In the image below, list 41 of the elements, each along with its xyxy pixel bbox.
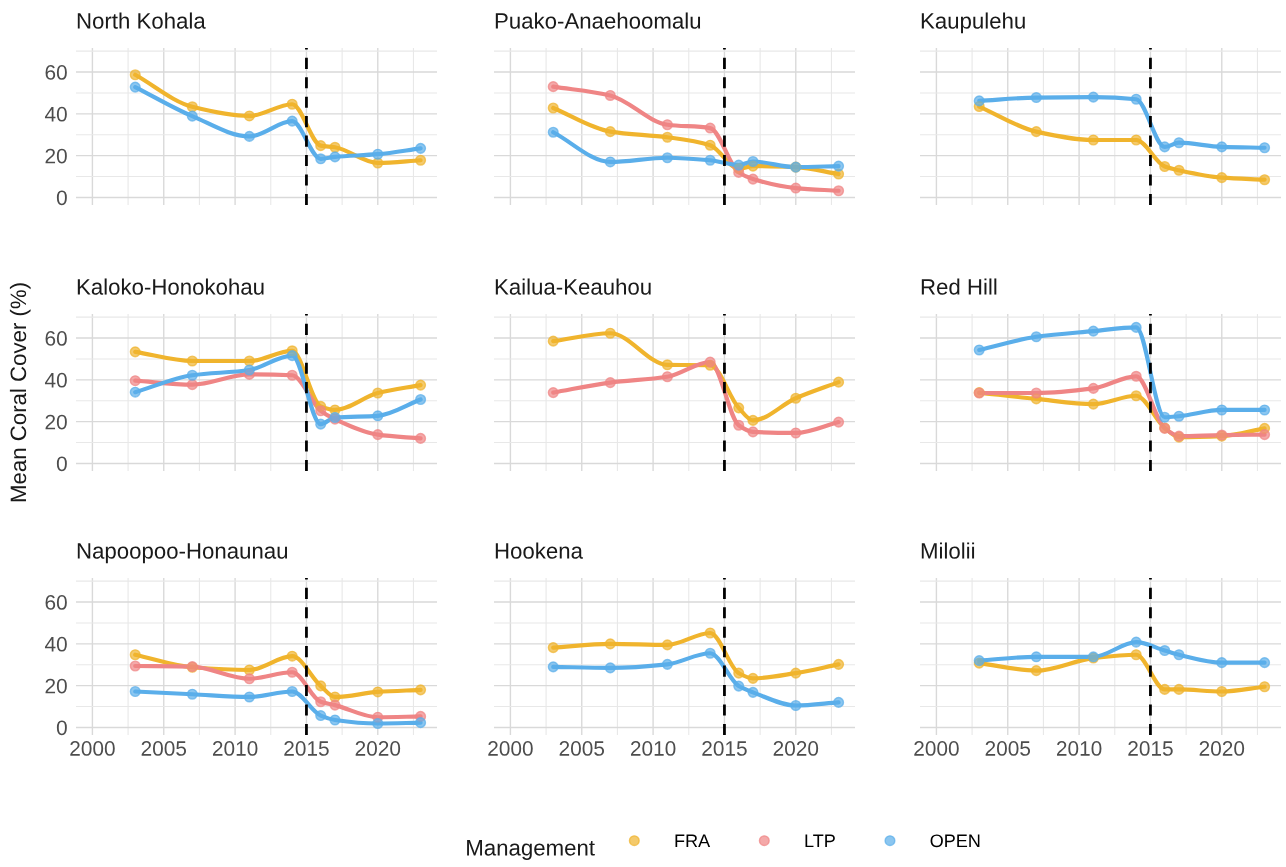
y-tick-label: 40	[44, 372, 67, 388]
chart-title: Puako-Anaehoomalu	[495, 12, 701, 29]
x-tick-label: 2005	[559, 741, 605, 756]
chart-title: Red Hill	[921, 278, 997, 295]
legend-label: FRA	[675, 834, 711, 847]
x-tick-label: 2015	[1128, 741, 1173, 756]
y-tick-label: 60	[45, 331, 67, 346]
chart-title: North Kohala	[77, 12, 206, 29]
x-tick-label: 2015	[702, 741, 747, 756]
y-axis-title: Mean Coral Cover (%)	[9, 283, 31, 502]
x-tick-label: 2005	[985, 741, 1031, 756]
x-tick-label: 2010	[1056, 741, 1102, 756]
chart-title: Napoopoo-Honaunau	[77, 543, 288, 564]
y-tick-label: 60	[45, 595, 67, 610]
y-tick-label: 0	[56, 720, 67, 736]
x-tick-label: 2010	[212, 741, 258, 756]
y-tick-label: 20	[45, 148, 67, 164]
chart-title: Kaupulehu	[921, 12, 1025, 34]
x-tick-label: 2015	[284, 741, 329, 756]
x-tick-label: 2020	[773, 741, 819, 756]
x-tick-label: 2010	[630, 741, 676, 756]
y-tick-label: 20	[45, 678, 67, 694]
chart-title: Kaloko-Honokohau	[77, 278, 264, 295]
y-tick-label: 0	[56, 456, 67, 472]
x-tick-label: 2000	[914, 741, 959, 756]
x-tick-label: 2000	[488, 741, 533, 756]
legend-label: OPEN	[930, 834, 980, 848]
y-tick-label: 60	[45, 65, 67, 80]
y-tick-label: 40	[44, 636, 67, 652]
x-tick-label: 2020	[1199, 741, 1245, 756]
chart-title: Kailua-Keauhou	[495, 278, 651, 295]
chart-title: Hookena	[495, 542, 583, 559]
x-tick-label: 2005	[141, 741, 187, 756]
x-tick-label: 2000	[70, 741, 115, 756]
y-tick-label: 20	[45, 414, 67, 430]
legend-label: LTP	[805, 834, 835, 847]
chart-title: Milolii	[921, 542, 975, 559]
y-tick-label: 40	[44, 106, 67, 122]
y-tick-label: 0	[56, 190, 67, 206]
legend-title: Management	[467, 840, 595, 861]
x-tick-label: 2020	[355, 741, 401, 756]
